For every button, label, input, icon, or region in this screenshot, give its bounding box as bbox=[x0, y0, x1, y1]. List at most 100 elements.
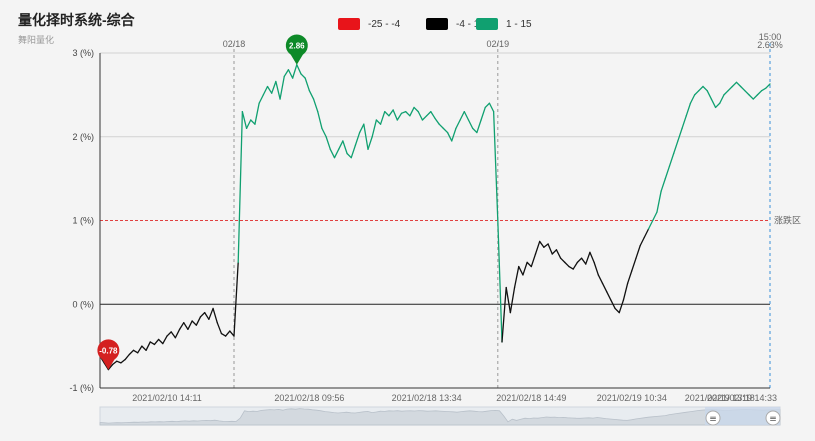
series-line-segment bbox=[647, 219, 654, 230]
series-line-segment bbox=[706, 90, 713, 100]
series-line-segment bbox=[740, 85, 746, 92]
series-line-segment bbox=[593, 261, 599, 276]
series-line-segment bbox=[291, 64, 298, 79]
series-line-segment bbox=[610, 299, 616, 310]
series-line-segment bbox=[132, 349, 139, 354]
series-line-segment bbox=[258, 94, 264, 104]
series-line-segment bbox=[664, 165, 671, 180]
series-line-segment bbox=[149, 341, 156, 346]
series-line-segment bbox=[434, 117, 440, 125]
legend-swatch-red bbox=[338, 18, 360, 30]
max-point-pin-label: 2.86 bbox=[289, 42, 305, 51]
series-line-segment bbox=[162, 335, 168, 345]
series-line-segment bbox=[224, 330, 231, 337]
series-line-segment bbox=[522, 261, 528, 276]
series-line-segment bbox=[710, 98, 717, 109]
x-tick-label: 2021/02/19 13:18 bbox=[685, 393, 755, 403]
series-line-segment bbox=[183, 322, 189, 331]
series-line-segment bbox=[371, 119, 378, 138]
series-line-segment bbox=[677, 127, 683, 142]
legend-label: -4 - 1 bbox=[456, 18, 480, 30]
series-line-segment bbox=[329, 148, 336, 159]
series-line-segment bbox=[346, 152, 352, 159]
series-line-segment bbox=[551, 249, 558, 255]
series-line-segment bbox=[530, 253, 537, 268]
series-line-segment bbox=[505, 286, 512, 314]
series-line-segment bbox=[107, 363, 114, 371]
series-line-segment bbox=[451, 127, 457, 142]
series-line-segment bbox=[409, 106, 415, 117]
series-line-segment bbox=[723, 90, 729, 96]
series-line-segment bbox=[413, 106, 419, 113]
series-line-segment bbox=[333, 148, 340, 159]
x-tick-label: 2021/02/18 13:34 bbox=[392, 393, 462, 403]
series-line-segment bbox=[237, 110, 244, 264]
series-line-segment bbox=[358, 123, 365, 134]
series-line-segment bbox=[480, 106, 486, 121]
series-line-segment bbox=[157, 338, 164, 345]
zoom-slider-selection bbox=[705, 407, 780, 425]
series-line-segment bbox=[526, 261, 532, 268]
series-line-segment bbox=[400, 110, 407, 114]
series-line-segment bbox=[128, 349, 135, 356]
series-line-segment bbox=[250, 119, 256, 125]
legend-item-black[interactable]: -4 - 1 bbox=[426, 18, 479, 30]
series-line-segment bbox=[363, 123, 369, 150]
series-line-segment bbox=[597, 274, 604, 284]
series-line-segment bbox=[220, 332, 227, 337]
series-line-segment bbox=[430, 110, 436, 119]
series-line-segment bbox=[342, 140, 348, 155]
series-line-segment bbox=[262, 85, 269, 96]
series-line-segment bbox=[472, 127, 478, 134]
x-tick-label: 2021/02/18 14:49 bbox=[496, 393, 566, 403]
series-line-segment bbox=[626, 270, 633, 284]
series-line-segment bbox=[580, 257, 587, 265]
series-line-segment bbox=[673, 140, 679, 155]
series-line-segment bbox=[459, 110, 465, 121]
series-line-segment bbox=[547, 243, 553, 255]
y-tick-label: -1 (%) bbox=[70, 383, 95, 393]
series-line-segment bbox=[719, 94, 725, 104]
series-line-segment bbox=[631, 257, 637, 272]
x-tick-label: 2021/02/19 10:34 bbox=[597, 393, 667, 403]
x-tick-label: 2021/02/18 09:56 bbox=[274, 393, 344, 403]
series-line-segment bbox=[501, 286, 507, 343]
series-line-segment bbox=[325, 136, 331, 150]
series-line-segment bbox=[492, 110, 499, 222]
day-marker-label: 02/18 bbox=[223, 39, 246, 49]
series-line-segment bbox=[392, 109, 398, 121]
series-line-segment bbox=[635, 244, 641, 259]
series-line-segment bbox=[191, 320, 197, 326]
series-line-segment bbox=[614, 307, 620, 314]
max-point-pin-shape bbox=[285, 34, 308, 65]
zoom-slider-preview bbox=[99, 408, 781, 426]
series-line-segment bbox=[744, 90, 750, 96]
zoom-handle-left[interactable] bbox=[705, 410, 721, 426]
zoom-handle-right[interactable] bbox=[765, 410, 781, 426]
legend-item-green[interactable]: 1 - 15 bbox=[476, 18, 532, 30]
series-line-segment bbox=[463, 110, 470, 121]
legend-item-red[interactable]: -25 - -4 bbox=[338, 18, 400, 30]
zoom-handle-glyph: ≡ bbox=[769, 415, 777, 425]
end-marker-time: 15:00 bbox=[759, 32, 782, 42]
series-line-segment bbox=[639, 236, 646, 247]
series-line-segment bbox=[702, 85, 708, 92]
series-line-segment bbox=[652, 211, 658, 222]
series-line-segment bbox=[103, 362, 110, 371]
series-line-segment bbox=[727, 85, 733, 92]
series-line-segment bbox=[622, 282, 629, 301]
series-line-segment bbox=[178, 322, 185, 331]
series-line-segment bbox=[199, 311, 206, 318]
x-tick-label: 2021/02/10 14:11 bbox=[132, 393, 201, 403]
series-line-segment bbox=[120, 358, 126, 364]
legend-label: -25 - -4 bbox=[368, 18, 401, 30]
series-line-segment bbox=[212, 307, 218, 324]
series-line-segment bbox=[656, 190, 662, 213]
series-line-segment bbox=[417, 110, 424, 121]
series-line-segment bbox=[229, 330, 235, 337]
series-line-segment bbox=[174, 328, 181, 339]
series-line-segment bbox=[304, 77, 311, 92]
series-line-segment bbox=[455, 119, 461, 130]
series-line-segment bbox=[124, 353, 130, 361]
series-line-segment bbox=[643, 228, 650, 238]
